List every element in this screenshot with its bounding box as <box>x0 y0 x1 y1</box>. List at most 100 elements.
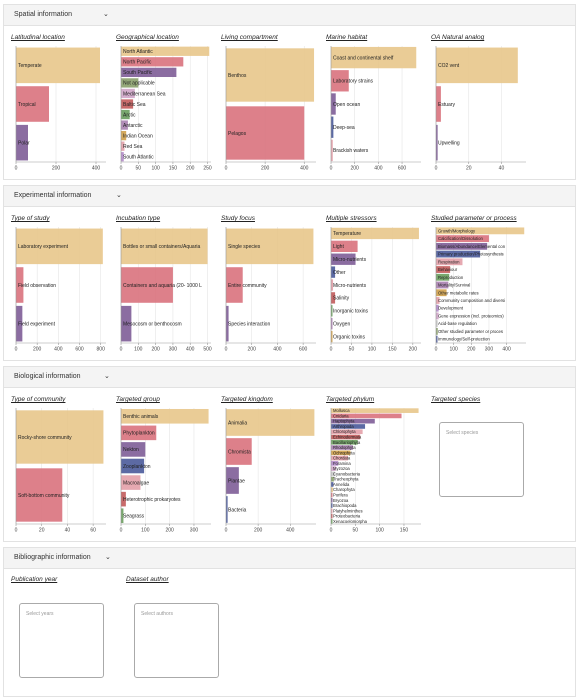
chart-latitudinal[interactable]: Temperate Tropical Polar 0 200 400 <box>15 46 111 172</box>
bar[interactable] <box>121 408 209 424</box>
bar[interactable] <box>121 425 157 441</box>
bar[interactable] <box>331 305 333 317</box>
bar[interactable] <box>226 467 239 494</box>
bar[interactable] <box>331 240 358 253</box>
bar[interactable] <box>16 124 28 161</box>
bar[interactable] <box>226 228 314 265</box>
publication-year-select[interactable]: Select years <box>19 603 104 678</box>
bar[interactable] <box>331 471 335 477</box>
chart-study-type[interactable]: Laboratory experiment Field observation Fi… <box>15 227 111 353</box>
bar[interactable] <box>331 439 358 445</box>
bar[interactable] <box>121 442 146 457</box>
bar[interactable] <box>331 429 363 435</box>
section-header-spatial[interactable]: Spatial information ⌄ <box>4 5 575 26</box>
bar[interactable] <box>16 47 100 84</box>
bar[interactable] <box>121 152 124 162</box>
bar[interactable] <box>331 317 333 330</box>
bar[interactable] <box>121 78 139 88</box>
bar[interactable] <box>331 497 333 503</box>
bar[interactable] <box>226 438 252 465</box>
bar[interactable] <box>226 496 228 523</box>
bar[interactable] <box>121 88 135 99</box>
chart-incubation[interactable]: Bottles or small containers/Aquaria Conta… <box>120 227 216 353</box>
bar[interactable] <box>16 86 49 122</box>
bar[interactable] <box>16 305 23 342</box>
bar[interactable] <box>331 330 333 343</box>
bar[interactable] <box>436 124 438 161</box>
bar[interactable] <box>436 227 525 235</box>
bar[interactable] <box>331 116 334 138</box>
bar[interactable] <box>331 513 333 519</box>
bar[interactable] <box>121 130 127 141</box>
chart-habitat[interactable]: Coast and continental shelf Laboratory st… <box>330 46 426 172</box>
bar[interactable] <box>121 475 141 490</box>
chart-kingdom[interactable]: Animalia Chromista Plantae Bacteria 0 200 400 <box>225 408 321 534</box>
bar[interactable] <box>121 109 130 120</box>
bar[interactable] <box>121 458 145 474</box>
bar[interactable] <box>331 418 375 424</box>
bar[interactable] <box>121 508 124 524</box>
bar[interactable] <box>331 455 349 461</box>
bar[interactable] <box>436 335 438 343</box>
bar[interactable] <box>436 250 481 258</box>
bar[interactable] <box>436 320 438 328</box>
bar[interactable] <box>331 445 353 450</box>
bar[interactable] <box>436 47 518 84</box>
bar[interactable] <box>331 434 361 440</box>
chart-stressors[interactable]: Temperature Light Micro-nutrients Other Micr… <box>330 227 426 353</box>
bar[interactable] <box>121 491 126 507</box>
chevron-down-icon[interactable]: ⌄ <box>103 11 109 18</box>
dataset-author-select[interactable]: Select authors <box>134 603 219 678</box>
bar[interactable] <box>331 476 334 482</box>
bar[interactable] <box>331 70 349 92</box>
chart-phylum[interactable]: MolluscaCnidariaHaptophytaArthropodaChlo… <box>330 408 426 534</box>
bar[interactable] <box>331 253 356 265</box>
bar[interactable] <box>436 258 463 266</box>
bar[interactable] <box>226 267 243 303</box>
bar[interactable] <box>121 46 210 56</box>
bar[interactable] <box>331 292 336 304</box>
bar[interactable] <box>436 281 449 289</box>
bar[interactable] <box>121 99 134 109</box>
bar[interactable] <box>226 48 315 102</box>
bar[interactable] <box>16 468 63 522</box>
bar[interactable] <box>436 297 440 304</box>
bar[interactable] <box>331 46 417 69</box>
bar[interactable] <box>121 67 177 78</box>
chart-geographical[interactable]: North Atlantic North Pacific South Pacific… <box>120 46 216 172</box>
bar[interactable] <box>436 266 451 273</box>
chart-parameter[interactable]: Growth/Morphology Calcification/Dissoluti… <box>435 227 531 353</box>
bar[interactable] <box>121 57 184 67</box>
bar[interactable] <box>436 235 489 243</box>
section-header-biological[interactable]: Biological information ⌄ <box>4 367 575 388</box>
bar[interactable] <box>226 106 305 160</box>
bar[interactable] <box>226 305 229 342</box>
chevron-down-icon[interactable]: ⌄ <box>116 192 122 199</box>
targeted-species-select[interactable]: Select species <box>439 422 524 497</box>
bar[interactable] <box>436 304 439 312</box>
bar[interactable] <box>331 503 333 508</box>
bar[interactable] <box>331 279 334 291</box>
bar[interactable] <box>121 141 125 151</box>
bar[interactable] <box>331 508 333 514</box>
bar[interactable] <box>436 273 450 281</box>
bar[interactable] <box>331 266 336 278</box>
section-header-bibliographic[interactable]: Bibliographic information ⌄ <box>4 548 575 569</box>
bar[interactable] <box>331 424 366 429</box>
bar[interactable] <box>16 228 103 265</box>
chart-compartment[interactable]: Benthos Pelagos 0 200 400 <box>225 46 321 172</box>
bar[interactable] <box>226 409 315 436</box>
bar[interactable] <box>331 408 419 413</box>
bar[interactable] <box>331 482 334 487</box>
bar[interactable] <box>331 227 419 240</box>
bar[interactable] <box>121 305 132 342</box>
chart-focus[interactable]: Single species Entire community Species in… <box>225 227 321 353</box>
bar[interactable] <box>121 120 128 130</box>
chevron-down-icon[interactable]: ⌄ <box>105 554 111 561</box>
bar[interactable] <box>331 461 339 466</box>
bar[interactable] <box>331 519 333 524</box>
bar[interactable] <box>331 487 333 493</box>
bar[interactable] <box>436 312 439 320</box>
bar[interactable] <box>331 466 336 471</box>
bar[interactable] <box>121 228 208 265</box>
